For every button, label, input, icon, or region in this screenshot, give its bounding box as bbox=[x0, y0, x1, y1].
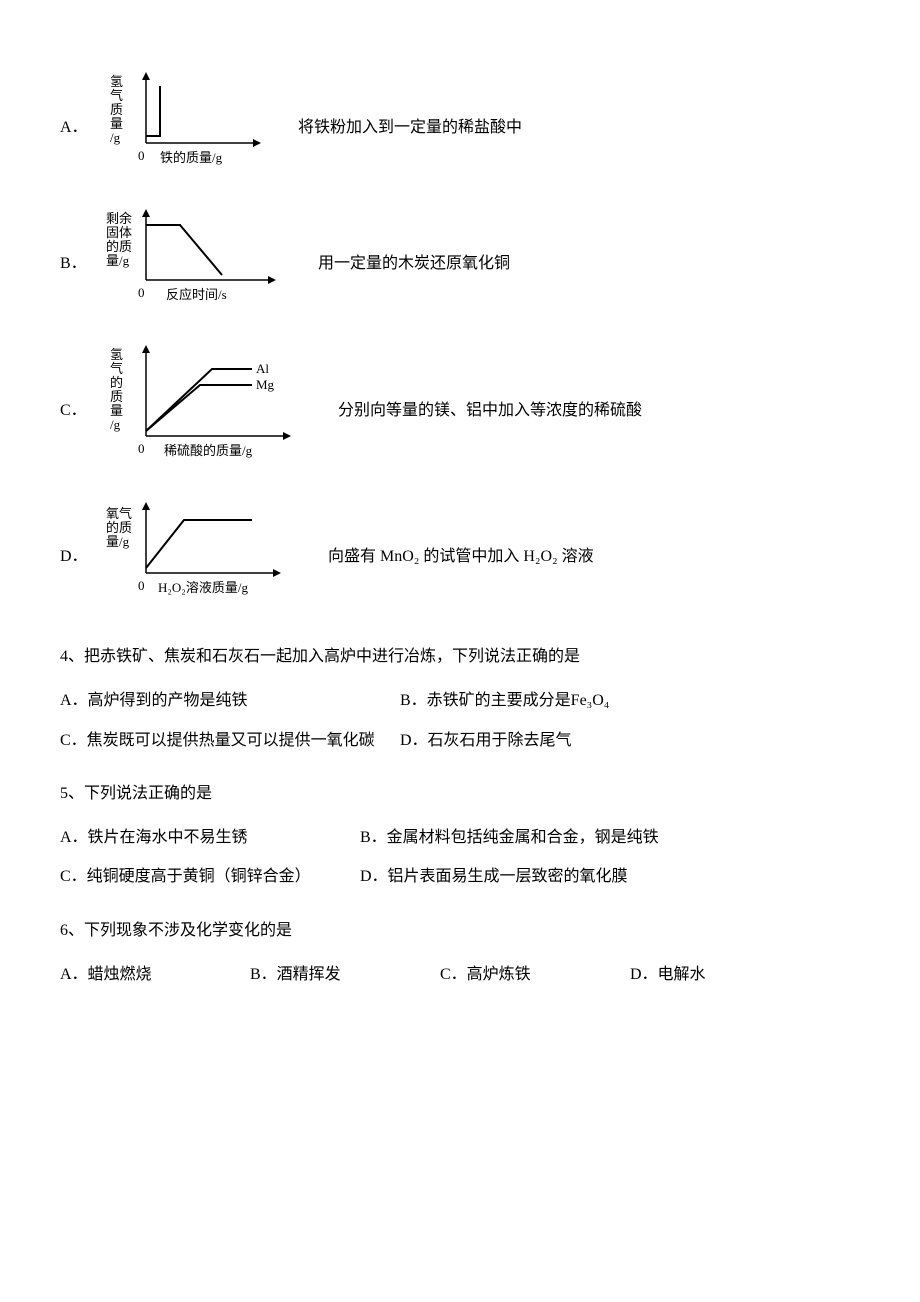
xlabel: 反应时间/s bbox=[166, 287, 227, 302]
svg-text:0: 0 bbox=[138, 578, 145, 593]
q6-option-d: D．电解水 bbox=[630, 962, 780, 988]
svg-text:0: 0 bbox=[138, 441, 145, 456]
xlabel: 铁的质量/g bbox=[160, 150, 223, 165]
svg-text:的: 的 bbox=[110, 375, 123, 390]
question-5-stem: 5、下列说法正确的是 bbox=[60, 781, 860, 807]
question-5-options-row2: C．纯铜硬度高于黄铜（铜锌合金） D．铝片表面易生成一层致密的氧化膜 bbox=[60, 864, 860, 890]
svg-text:气: 气 bbox=[110, 88, 123, 103]
svg-text:质: 质 bbox=[110, 102, 123, 117]
xlabel: 稀硫酸的质量/g bbox=[164, 443, 253, 458]
question-6-stem: 6、下列现象不涉及化学变化的是 bbox=[60, 918, 860, 944]
q6-option-a: A．蜡烛燃烧 bbox=[60, 962, 210, 988]
chart-option-c: C． 氢 气 的 质 量 /g 0 稀硫酸的质量/g Al Mg 分别向等量的镁… bbox=[60, 341, 860, 480]
q4-option-a: A．高炉得到的产物是纯铁 bbox=[60, 688, 400, 714]
q6-option-b: B．酒精挥发 bbox=[250, 962, 400, 988]
chart-c: 氢 气 的 质 量 /g 0 稀硫酸的质量/g Al Mg bbox=[102, 341, 312, 480]
chart-desc: 向盛有 MnO₂ 的试管中加入 H₂O₂ 溶液 bbox=[328, 544, 594, 570]
q5-option-b: B．金属材料包括纯金属和合金，钢是纯铁 bbox=[360, 825, 659, 851]
q4-option-b: B．赤铁矿的主要成分是Fe₃O₄ bbox=[400, 688, 609, 714]
svg-text:量: 量 bbox=[110, 403, 123, 418]
svg-text:质: 质 bbox=[110, 389, 123, 404]
svg-text:氢: 氢 bbox=[110, 347, 123, 362]
xlabel: H₂O₂溶液质量/g bbox=[158, 580, 248, 595]
series-label-mg: Mg bbox=[256, 377, 275, 392]
svg-text:/g: /g bbox=[110, 130, 121, 145]
svg-text:氧气: 氧气 bbox=[106, 506, 132, 521]
chart-option-a: A． 氢 气 质 量 /g 0 铁的质量/g 将铁粉加入到一定量的稀盐酸中 bbox=[60, 68, 860, 187]
svg-text:量: 量 bbox=[110, 116, 123, 131]
svg-text:气: 气 bbox=[110, 361, 123, 376]
q5-option-c: C．纯铜硬度高于黄铜（铜锌合金） bbox=[60, 864, 360, 890]
svg-text:剩余: 剩余 bbox=[106, 211, 132, 226]
svg-text:的质: 的质 bbox=[106, 239, 132, 254]
q5-option-d: D．铝片表面易生成一层致密的氧化膜 bbox=[360, 864, 628, 890]
chart-d: 氧气 的质 量/g 0 H₂O₂溶液质量/g bbox=[102, 498, 302, 617]
svg-text:氢: 氢 bbox=[110, 74, 123, 89]
svg-text:0: 0 bbox=[138, 148, 145, 163]
series-label-al: Al bbox=[256, 361, 269, 376]
chart-b: 剩余 固体 的质 量/g 0 反应时间/s bbox=[102, 205, 292, 324]
chart-a: 氢 气 质 量 /g 0 铁的质量/g bbox=[102, 68, 272, 187]
q6-option-c: C．高炉炼铁 bbox=[440, 962, 590, 988]
svg-text:0: 0 bbox=[138, 285, 145, 300]
svg-text:量/g: 量/g bbox=[106, 253, 130, 268]
question-4-options-row1: A．高炉得到的产物是纯铁 B．赤铁矿的主要成分是Fe₃O₄ bbox=[60, 688, 860, 714]
svg-text:量/g: 量/g bbox=[106, 534, 130, 549]
question-6-options: A．蜡烛燃烧 B．酒精挥发 C．高炉炼铁 D．电解水 bbox=[60, 962, 860, 988]
svg-text:的质: 的质 bbox=[106, 520, 132, 535]
chart-option-b: B． 剩余 固体 的质 量/g 0 反应时间/s 用一定量的木炭还原氧化铜 bbox=[60, 205, 860, 324]
chart-desc: 将铁粉加入到一定量的稀盐酸中 bbox=[298, 115, 522, 141]
q5-option-a: A．铁片在海水中不易生锈 bbox=[60, 825, 360, 851]
chart-desc: 分别向等量的镁、铝中加入等浓度的稀硫酸 bbox=[338, 398, 642, 424]
chart-desc: 用一定量的木炭还原氧化铜 bbox=[318, 251, 510, 277]
question-4-stem: 4、把赤铁矿、焦炭和石灰石一起加入高炉中进行冶炼，下列说法正确的是 bbox=[60, 644, 860, 670]
question-4-options-row2: C．焦炭既可以提供热量又可以提供一氧化碳 D．石灰石用于除去尾气 bbox=[60, 728, 860, 754]
option-letter: D． bbox=[60, 544, 84, 570]
question-5-options-row1: A．铁片在海水中不易生锈 B．金属材料包括纯金属和合金，钢是纯铁 bbox=[60, 825, 860, 851]
q4-option-d: D．石灰石用于除去尾气 bbox=[400, 728, 572, 754]
svg-text:/g: /g bbox=[110, 417, 121, 432]
option-letter: C． bbox=[60, 398, 84, 424]
option-letter: B． bbox=[60, 251, 84, 277]
svg-text:固体: 固体 bbox=[106, 225, 132, 240]
option-letter: A． bbox=[60, 115, 84, 141]
chart-option-d: D． 氧气 的质 量/g 0 H₂O₂溶液质量/g 向盛有 MnO₂ 的试管中加… bbox=[60, 498, 860, 617]
q4-option-c: C．焦炭既可以提供热量又可以提供一氧化碳 bbox=[60, 728, 400, 754]
